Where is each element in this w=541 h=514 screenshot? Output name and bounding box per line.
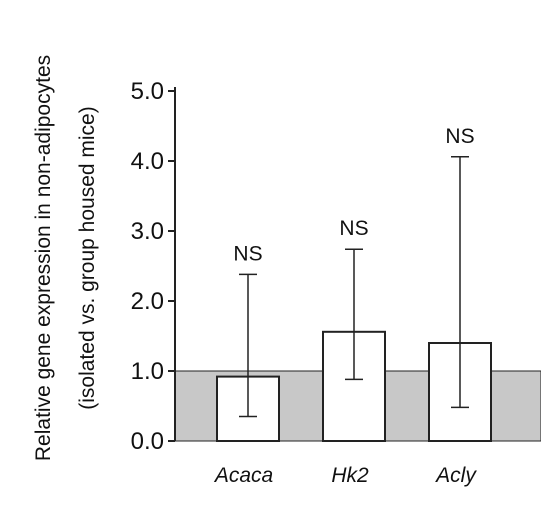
error-bar-hk2: [345, 248, 363, 381]
x-tick-label-acly: Acly: [434, 464, 477, 487]
error-bar-acaca: [239, 273, 257, 418]
bar-layer: [216, 156, 492, 443]
y-tick-label: 2.0: [131, 288, 164, 315]
error-bar-acly: [451, 156, 469, 409]
y-tick-label: 4.0: [131, 148, 164, 175]
y-axis-label-line-1: Relative gene expression in non-adipocyt…: [32, 55, 55, 461]
y-axis-label: Relative gene expression in non-adipocyt…: [32, 55, 99, 461]
y-tick-label: 1.0: [131, 358, 164, 385]
y-axis-label-line-2: (isolated vs. group housed mice): [76, 106, 99, 410]
significance-label: NS: [339, 217, 368, 240]
y-tick-label: 0.0: [131, 428, 164, 455]
y-axis: [168, 87, 176, 442]
x-tick-label-hk2: Hk2: [331, 464, 369, 487]
y-tick-label: 5.0: [131, 78, 164, 105]
significance-label: NS: [445, 125, 474, 148]
significance-label: NS: [233, 242, 262, 265]
label-layer: NS Acaca NS Hk2 NS Acly 0.0 1.0 2.0 3.0 4.0 5.0: [131, 78, 478, 487]
y-tick-label: 3.0: [131, 218, 164, 245]
x-tick-label-acaca: Acaca: [213, 464, 273, 487]
